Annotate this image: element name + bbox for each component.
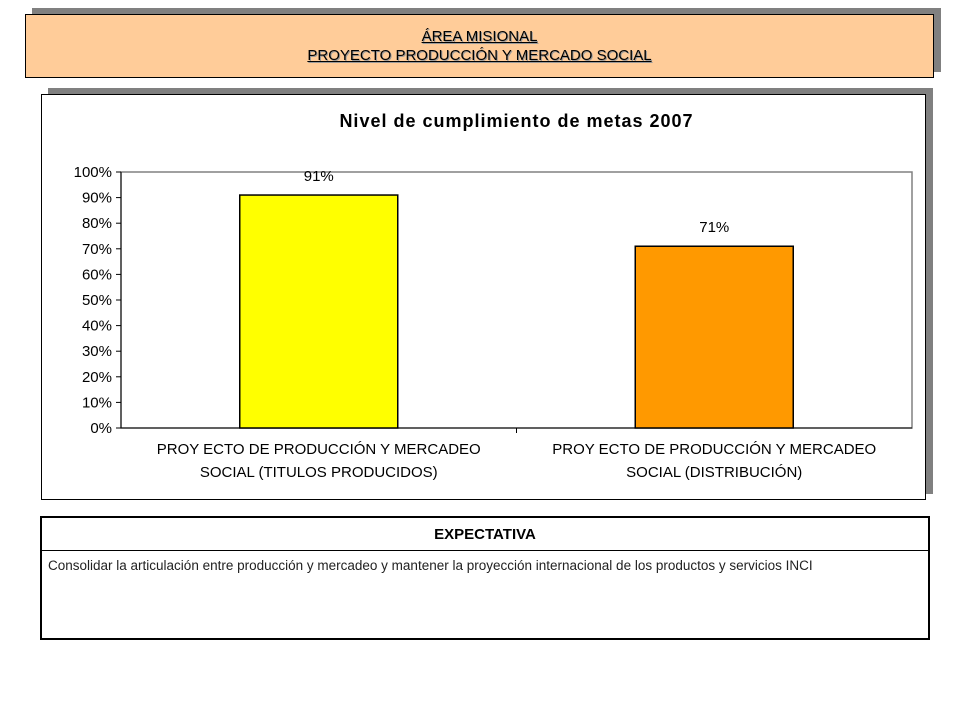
expectativa-panel: EXPECTATIVA Consolidar la articulación e… bbox=[40, 516, 930, 640]
y-tick-label: 40% bbox=[82, 318, 112, 335]
page-header: ÁREA MISIONAL PROYECTO PRODUCCIÓN Y MERC… bbox=[25, 14, 934, 78]
bar-chart: Nivel de cumplimiento de metas 2007 0% 10%… bbox=[74, 111, 913, 481]
chart-title: Nivel de cumplimiento de metas 2007 bbox=[339, 111, 693, 131]
bar bbox=[634, 245, 794, 429]
data-label: 71% bbox=[699, 219, 729, 236]
y-tick-label: 100% bbox=[74, 164, 112, 181]
header-line-1: ÁREA MISIONAL bbox=[421, 28, 538, 45]
category-label: PROY ECTO DE PRODUCCIÓN Y MERCADEO bbox=[157, 441, 481, 458]
y-tick-label: 30% bbox=[82, 343, 112, 360]
header-line-2: PROYECTO PRODUCCIÓN Y MERCADO SOCIAL bbox=[307, 47, 652, 64]
category-label: SOCIAL (TITULOS PRODUCIDOS) bbox=[200, 464, 438, 481]
y-tick-label: 10% bbox=[82, 394, 112, 411]
y-tick-label: 0% bbox=[90, 420, 112, 437]
y-tick-label: 60% bbox=[82, 266, 112, 283]
y-tick-label: 90% bbox=[82, 190, 112, 207]
y-tick-label: 50% bbox=[82, 292, 112, 309]
y-tick-label: 70% bbox=[82, 241, 112, 258]
expectativa-title: EXPECTATIVA bbox=[42, 518, 928, 551]
chart-panel: Nivel de cumplimiento de metas 2007 0% 10%… bbox=[41, 94, 926, 500]
y-tick-label: 20% bbox=[82, 369, 112, 386]
bar bbox=[239, 194, 399, 429]
data-label: 91% bbox=[304, 168, 334, 185]
y-tick-label: 80% bbox=[82, 215, 112, 232]
expectativa-text: Consolidar la articulación entre producc… bbox=[48, 558, 813, 573]
category-label: PROY ECTO DE PRODUCCIÓN Y MERCADEO bbox=[552, 441, 876, 458]
category-label: SOCIAL (DISTRIBUCIÓN) bbox=[626, 464, 802, 481]
